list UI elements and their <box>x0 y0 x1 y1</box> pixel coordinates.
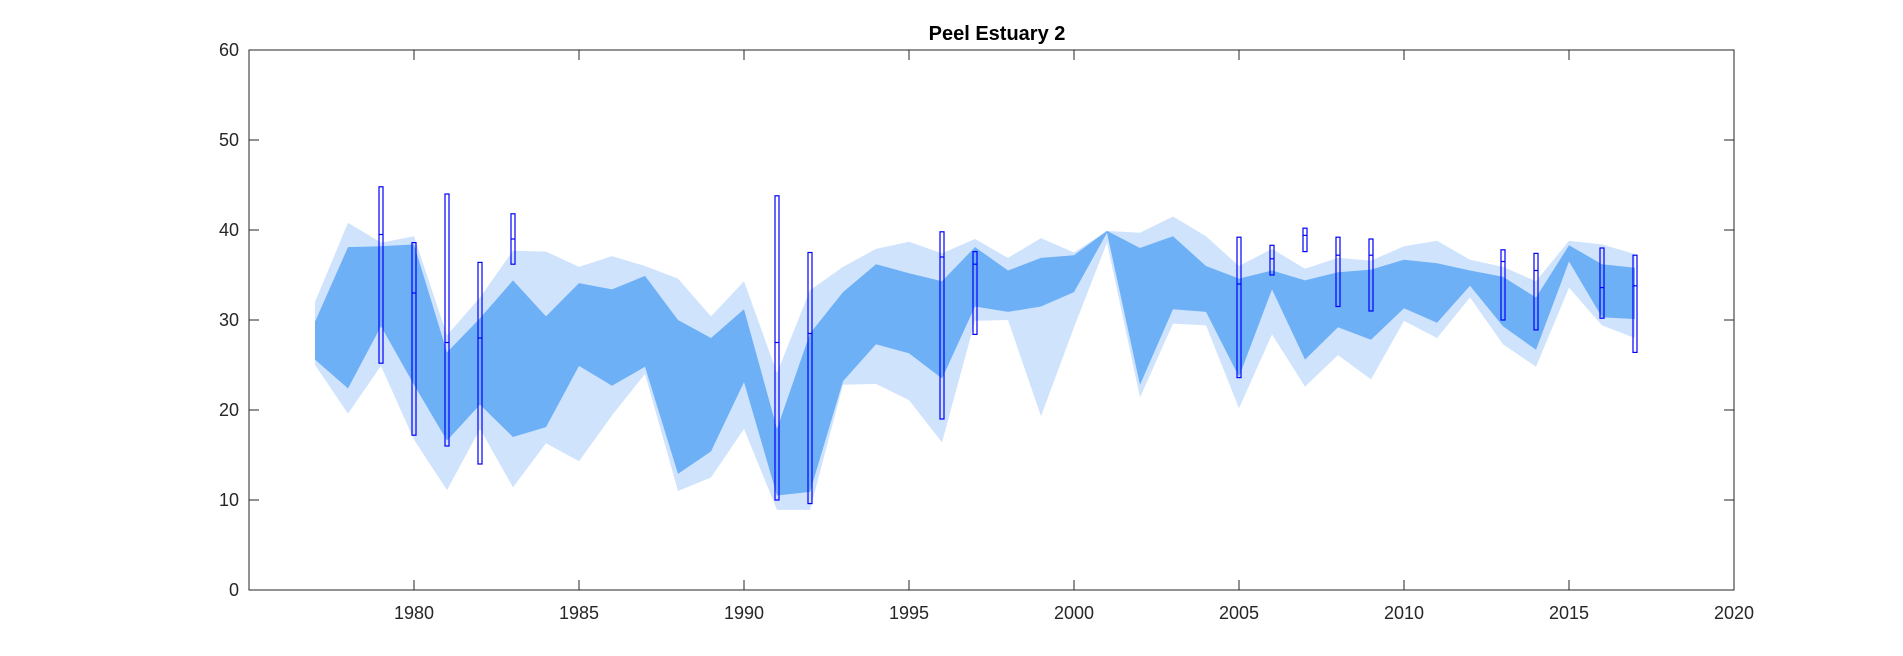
box-rect <box>939 231 945 420</box>
y-tick-label: 20 <box>219 400 239 420</box>
box-layer <box>378 186 1638 505</box>
y-tick-label: 30 <box>219 310 239 330</box>
y-tick-label: 40 <box>219 220 239 240</box>
box-rect <box>972 251 978 336</box>
box-2009 <box>1368 238 1374 312</box>
x-tick-label: 2000 <box>1054 603 1094 623</box>
y-tick-label: 10 <box>219 490 239 510</box>
box-rect <box>1335 236 1341 308</box>
box-rect <box>477 261 483 465</box>
box-1991 <box>774 195 780 501</box>
box-rect <box>1269 244 1275 276</box>
box-rect <box>1236 236 1242 379</box>
box-rect <box>1599 247 1605 319</box>
box-1997 <box>972 251 978 336</box>
x-tick-label: 1980 <box>394 603 434 623</box>
x-tick-label: 2005 <box>1219 603 1259 623</box>
box-2013 <box>1500 249 1506 321</box>
x-tick-label: 2020 <box>1714 603 1754 623</box>
chart-title: Peel Estuary 2 <box>929 23 1066 45</box>
box-2007 <box>1302 227 1308 253</box>
box-2005 <box>1236 236 1242 379</box>
box-rect <box>444 193 450 447</box>
box-1983 <box>510 213 516 265</box>
box-2008 <box>1335 236 1341 308</box>
box-2016 <box>1599 247 1605 319</box>
x-tick-label: 2015 <box>1549 603 1589 623</box>
axes: 1980 1985 1990 1995 2000 2005 2010 2015 2020 0 10 2… <box>219 40 1754 623</box>
box-rect <box>1302 227 1308 253</box>
box-rect <box>1368 238 1374 312</box>
y-tick-label: 0 <box>229 580 239 600</box>
box-rect <box>411 242 417 436</box>
box-2006 <box>1269 244 1275 276</box>
y-tick-label: 60 <box>219 40 239 60</box>
box-1996 <box>939 231 945 420</box>
box-rect <box>807 251 813 505</box>
x-tick-label: 2010 <box>1384 603 1424 623</box>
box-1981 <box>444 193 450 447</box>
box-1979 <box>378 186 384 364</box>
box-rect <box>1533 252 1539 331</box>
box-rect <box>1632 254 1638 353</box>
band-layer <box>315 216 1635 510</box>
x-tick-label: 1990 <box>724 603 764 623</box>
box-1992 <box>807 251 813 505</box>
box-2014 <box>1533 252 1539 331</box>
y-tick-label: 50 <box>219 130 239 150</box>
box-1980 <box>411 242 417 436</box>
box-2017 <box>1632 254 1638 353</box>
box-rect <box>378 186 384 364</box>
x-tick-label: 1985 <box>559 603 599 623</box>
inner-range-band <box>315 230 1635 496</box>
box-rect <box>774 195 780 501</box>
box-rect <box>1500 249 1506 321</box>
x-tick-label: 1995 <box>889 603 929 623</box>
box-1982 <box>477 261 483 465</box>
